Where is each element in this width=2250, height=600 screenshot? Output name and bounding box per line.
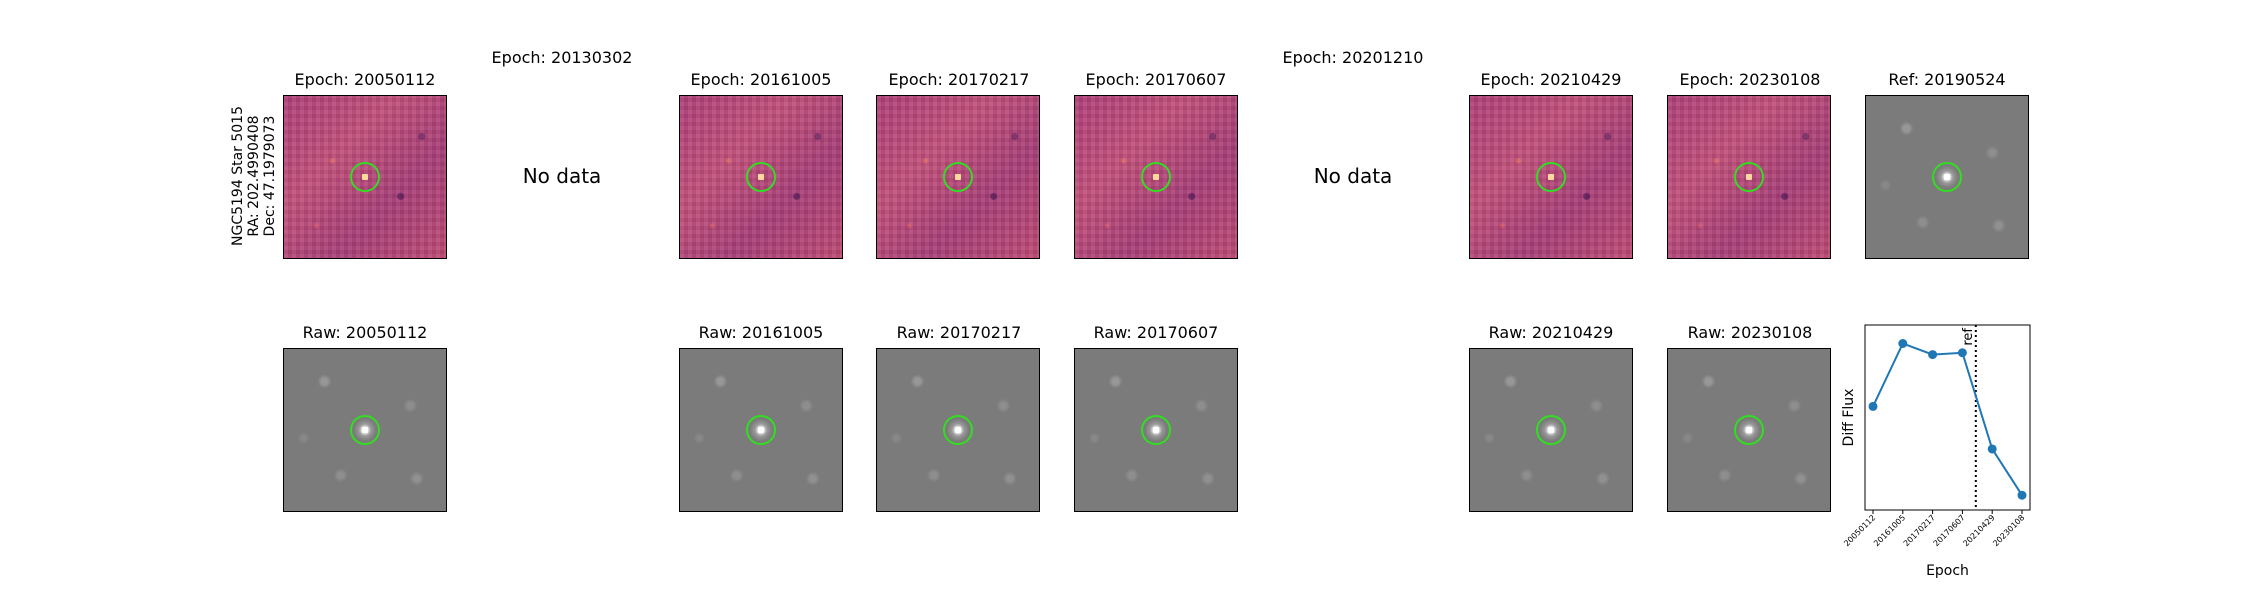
target-circle	[350, 415, 380, 445]
diff-image-20230108	[1667, 95, 1831, 259]
target-circle	[1536, 415, 1566, 445]
data-point	[1957, 348, 1967, 358]
title-raw-20170217: Raw: 20170217	[896, 323, 1022, 342]
raw-image-20170607	[1074, 348, 1238, 512]
data-point	[1928, 350, 1938, 360]
diff-image-20161005	[679, 95, 843, 259]
y-axis-label: Diff Flux	[1841, 389, 1857, 447]
diff-image-20170607	[1074, 95, 1238, 259]
title-raw-20161005: Raw: 20161005	[698, 323, 824, 342]
data-point	[1868, 401, 1878, 411]
raw-image-20161005	[679, 348, 843, 512]
target-circle	[943, 162, 973, 192]
x-tick-label: 20230108	[1991, 513, 2026, 548]
title-raw-20230108: Raw: 20230108	[1687, 323, 1813, 342]
target-circle	[1141, 415, 1171, 445]
diff-image-20050112	[283, 95, 447, 259]
raw-image-20170217	[876, 348, 1040, 512]
target-circle	[1734, 162, 1764, 192]
target-circle	[943, 415, 973, 445]
series-line	[1872, 342, 2023, 496]
object-name: NGC5194 Star 5015	[230, 106, 246, 246]
ref-image-20190524	[1865, 95, 2029, 259]
target-circle	[1141, 162, 1171, 192]
title-epoch-20201210: Epoch: 20201210	[1282, 48, 1424, 67]
object-label: NGC5194 Star 5015 RA: 202.4990408 Dec: 4…	[230, 106, 278, 246]
object-dec: Dec: 47.1979073	[262, 115, 278, 237]
data-point	[2017, 490, 2027, 500]
plot-frame	[1864, 324, 2031, 511]
title-epoch-20170607: Epoch: 20170607	[1085, 70, 1227, 89]
light-curve-chart: ref2005011220161005201702172017060720210…	[1841, 324, 2031, 579]
x-axis-label: Epoch	[1926, 563, 1969, 579]
data-point	[1987, 444, 1997, 454]
title-raw-20210429: Raw: 20210429	[1488, 323, 1614, 342]
ref-line-label: ref	[1961, 328, 1976, 346]
raw-image-20210429	[1469, 348, 1633, 512]
no-data-20201210: No data	[1313, 164, 1393, 188]
target-circle	[1536, 162, 1566, 192]
raw-image-20230108	[1667, 348, 1831, 512]
title-ref: Ref: 20190524	[1888, 70, 2006, 89]
title-epoch-20130302: Epoch: 20130302	[491, 48, 633, 67]
target-circle	[350, 162, 380, 192]
title-epoch-20210429: Epoch: 20210429	[1480, 70, 1622, 89]
title-epoch-20170217: Epoch: 20170217	[888, 70, 1030, 89]
target-circle	[746, 415, 776, 445]
diff-image-20210429	[1469, 95, 1633, 259]
target-circle	[1932, 162, 1962, 192]
title-raw-20170607: Raw: 20170607	[1093, 323, 1219, 342]
title-epoch-20230108: Epoch: 20230108	[1679, 70, 1821, 89]
title-raw-20050112: Raw: 20050112	[302, 323, 428, 342]
target-circle	[1734, 415, 1764, 445]
diff-image-20170217	[876, 95, 1040, 259]
title-epoch-20161005: Epoch: 20161005	[690, 70, 832, 89]
light-curve-plot: ref2005011220161005201702172017060720210…	[1841, 324, 2031, 579]
target-circle	[746, 162, 776, 192]
object-ra: RA: 202.4990408	[246, 115, 262, 237]
no-data-20130302: No data	[522, 164, 602, 188]
raw-image-20050112	[283, 348, 447, 512]
data-point	[1898, 339, 1908, 348]
title-epoch-20050112: Epoch: 20050112	[294, 70, 436, 89]
